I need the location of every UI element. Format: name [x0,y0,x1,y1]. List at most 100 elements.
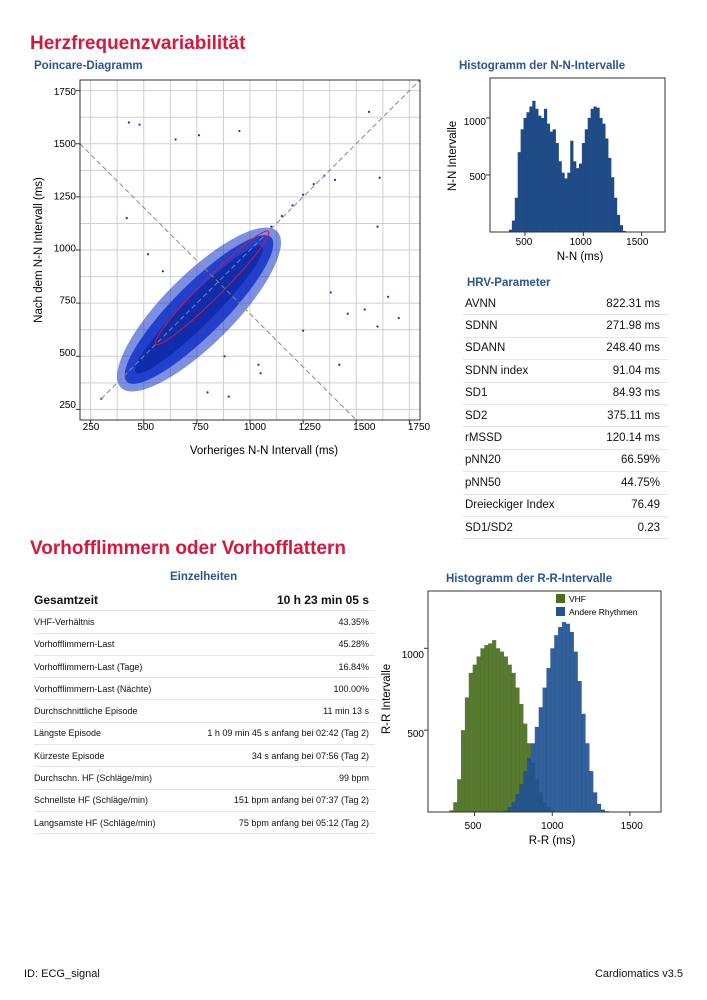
hrv-key: rMSSD [463,426,586,450]
histogram-bar [567,172,571,232]
histogram-bar [570,140,574,232]
histogram-bar [564,178,568,232]
scatter-point [138,123,141,126]
table-row: Kürzeste Episode 34 s anfang bei 07:56 (T… [34,744,375,768]
scatter-point [329,291,332,294]
hrv-key: SD1 [463,382,586,405]
rr-ytick-label: 1000 [402,650,425,661]
scatter-point [338,363,341,366]
hrv-key: SDNN index [463,359,586,383]
hrv-key: Dreieckiger Index [463,494,586,517]
scatter-point [259,236,262,239]
scatter-point [238,257,241,260]
histogram-bar [514,197,519,232]
histogram-bar [584,129,589,232]
histogram-bar [535,108,539,232]
scatter-point [153,348,156,351]
histogram-bar [549,131,554,232]
histogram-bar-other [581,713,586,812]
detail-key: Vorhofflimmern-Last (Nächte) [34,677,178,701]
detail-value: 10 h 23 min 05 s [177,589,375,612]
scatter-point [127,121,130,124]
histogram-bar [622,230,626,232]
histogram-bar [573,161,577,232]
histogram-bar [520,129,524,232]
scatter-point [270,225,273,228]
histogram-bar-other [565,623,571,812]
histogram-bar [590,108,594,232]
histogram-bar-other [554,635,559,812]
histogram-bar [541,117,545,232]
poincare-outlier-points [100,110,400,400]
histogram-bar-vhf [507,664,512,812]
scatter-point [161,270,164,273]
rr-x-label: R-R (ms) [529,835,576,847]
legend-label-other: Andere Rhythmen [569,607,638,617]
histogram-bar-other [573,651,578,812]
hrv-value: 44.75% [585,471,668,495]
scatter-point [163,338,167,341]
detail-value: 43.35% [177,610,375,634]
poincare-y-label: Nach dem N-N Intervall (ms) [33,177,45,323]
histogram-bar-other [585,743,590,812]
hrv-key: AVNN [463,293,586,316]
nn-histogram-axes [486,77,666,236]
scatter-point [333,178,337,181]
histogram-bar-other [507,807,512,812]
histogram-bar [508,229,513,232]
detail-value: 16.84% [177,655,375,679]
poincare-ytick-label: 1000 [54,244,77,255]
table-row: Vorhofflimmern-Last 45.28% [34,633,375,656]
scatter-point [206,293,209,296]
detail-key: VHF-Verhältnis [34,610,178,634]
histogram-bar [587,117,591,232]
details-table: Gesamtzeit 10 h 23 min 05 s VHF-Verhältni… [34,589,375,835]
detail-value: 11 min 13 s [177,699,375,723]
poincare-xtick-label: 1750 [408,422,430,433]
histogram-bar-other [550,648,555,812]
histogram-bar [529,106,533,232]
detail-key: Schnellste HF (Schläge/min) [34,789,178,812]
detail-key: Längste Episode [34,722,178,746]
hrv-title: HRV-Parameter [467,277,551,289]
histogram-bar-vhf [523,723,528,812]
table-row: Gesamtzeit 10 h 23 min 05 s [34,589,375,612]
table-row: Vorhofflimmern-Last (Tage) 16.84% [34,655,375,679]
detail-key: Gesamtzeit [34,589,178,612]
poincare-ytick-label: 250 [59,400,76,411]
histogram-bar-vhf [449,810,454,812]
scatter-point [312,183,315,186]
scatter-point [223,355,226,358]
poincare-title: Poincare-Diagramm [34,60,143,72]
hrv-value: 248.40 ms [585,337,668,361]
scatter-point [238,129,241,133]
scatter-point [174,138,177,141]
poincare-axes [76,79,421,424]
detail-value: 75 bpm anfang bei 05:12 (Tag 2) [177,811,375,835]
scatter-point [259,372,262,375]
histogram-bar-vhf [515,687,520,812]
histogram-bar-other [569,631,574,812]
nn-x-label: N-N (ms) [557,251,604,263]
histogram-bar [602,123,606,232]
section-title-hrv: Herzfrequenzvariabilität [30,33,246,54]
poincare-chart: 250 500 750 1000 1250 1500 1750 250 500 … [33,79,430,457]
hrv-key: pNN20 [463,449,586,473]
hrv-value: 375.11 ms [585,404,668,428]
poincare-xtick-label: 1250 [299,422,322,433]
table-row: SDNN 271.98 ms [463,314,668,338]
histogram-bar-other [600,809,605,812]
histogram-bar-other [527,757,532,812]
scatter-point [346,312,349,315]
scatter-point [197,134,201,137]
scatter-point [280,214,283,218]
histogram-bar-vhf [519,703,524,812]
poincare-xtick-label: 1000 [244,422,267,433]
table-row: SD1 84.93 ms [463,382,668,405]
nn-ytick-label: 1000 [464,117,487,128]
histogram-bar-vhf [492,640,497,812]
histogram-bar [596,107,600,232]
table-row: Längste Episode 1 h 09 min 45 s anfang be… [34,722,375,746]
table-row: VHF-Verhältnis 43.35% [34,610,375,634]
rr-legend: VHF Andere Rhythmen [556,594,638,617]
